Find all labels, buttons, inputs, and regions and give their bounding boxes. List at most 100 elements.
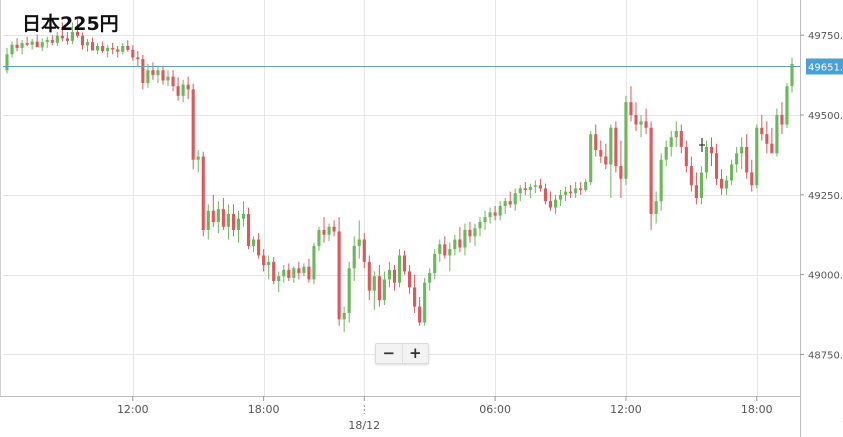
candle-body <box>332 226 336 232</box>
candle-body <box>735 153 739 165</box>
candle-body <box>292 268 296 278</box>
candle-body <box>785 86 789 125</box>
candle-body <box>206 210 210 230</box>
candle-body <box>639 121 643 125</box>
candle-body <box>503 201 507 206</box>
candle-body <box>755 127 759 186</box>
candle-body <box>574 188 578 194</box>
candle-body <box>614 127 618 167</box>
candle-body <box>488 212 492 218</box>
candle-body <box>674 130 678 138</box>
zoom-controls: − + <box>375 343 429 364</box>
candle-body <box>528 186 532 191</box>
candle-body <box>327 226 331 235</box>
candle-body <box>629 102 633 115</box>
candle-body <box>402 255 407 272</box>
current-price-tag <box>806 58 843 75</box>
candle-body <box>352 245 356 269</box>
candle-body <box>463 229 467 248</box>
candle-body <box>106 47 110 52</box>
x-tick-label: 18:00 <box>248 403 280 416</box>
candle-body <box>50 39 54 43</box>
candle-body <box>257 239 261 256</box>
y-tick-label: 48750.0 <box>808 350 843 361</box>
zoom-out-button[interactable]: − <box>376 344 403 363</box>
candle-body <box>584 182 588 191</box>
candle-body <box>483 217 487 222</box>
candle-body <box>221 209 225 227</box>
candle-body <box>634 114 638 125</box>
candle-body <box>241 213 246 219</box>
candle-body <box>448 249 452 256</box>
x-tick-label: 12:00 <box>610 403 642 416</box>
candle-body <box>377 276 381 301</box>
candle-body <box>569 191 573 194</box>
zoom-in-button[interactable]: + <box>408 344 422 362</box>
candle-body <box>15 44 19 48</box>
candle-body <box>141 59 145 84</box>
candle-body <box>362 239 366 262</box>
candle-body <box>594 134 598 151</box>
candle-body <box>538 185 542 189</box>
candle-body <box>126 45 130 50</box>
candle-body <box>493 212 497 216</box>
candle-body <box>342 312 346 320</box>
candle-body <box>45 39 49 43</box>
candle-body <box>563 191 568 195</box>
candle-body <box>186 84 190 90</box>
candle-body <box>548 201 553 208</box>
candle-body <box>181 84 185 96</box>
candle-body <box>689 166 693 186</box>
candle-body <box>423 282 427 323</box>
candle-body <box>277 276 281 282</box>
candle-body <box>704 146 709 173</box>
candle-body <box>146 70 150 84</box>
candle-body <box>699 172 703 198</box>
candle-body <box>750 172 754 186</box>
candle-body <box>644 121 648 128</box>
candle-body <box>694 185 698 198</box>
candle-body <box>498 205 502 216</box>
instrument-title: 日本225円 <box>22 13 119 35</box>
candle-body <box>443 244 447 256</box>
x-date-label: 18/12 <box>348 419 380 432</box>
y-tick-label: 49000.0 <box>808 271 843 282</box>
candle-body <box>579 188 583 191</box>
candle-body <box>287 269 291 278</box>
candle-body <box>679 130 683 147</box>
candle-body <box>367 261 371 291</box>
candle-body <box>136 57 140 60</box>
candle-body <box>725 180 729 189</box>
candle-body <box>121 45 125 52</box>
candle-body <box>272 261 276 282</box>
candle-body <box>382 279 386 301</box>
candle-body <box>60 35 64 39</box>
candle-body <box>201 156 205 230</box>
candle-body <box>408 271 412 288</box>
candle-body <box>85 42 90 46</box>
candle-body <box>156 70 160 76</box>
candle-body <box>262 255 266 266</box>
candle-body <box>619 166 623 179</box>
candle-body <box>297 268 301 274</box>
candle-body <box>745 146 749 173</box>
candle-body <box>387 269 391 280</box>
candle-body <box>428 273 432 283</box>
candle-body <box>30 41 34 45</box>
candle-body <box>65 38 69 41</box>
candle-body <box>558 194 563 200</box>
candle-body <box>664 146 668 160</box>
candle-body <box>317 229 321 246</box>
x-tick-label: 18:00 <box>741 403 773 416</box>
candle-body <box>226 213 230 227</box>
candle-body <box>161 70 165 81</box>
candle-body <box>252 239 256 246</box>
candle-body <box>80 35 85 46</box>
y-tick-label: 49250.0 <box>808 191 843 202</box>
candle-body <box>111 47 115 50</box>
candle-body <box>604 156 608 165</box>
candle-body <box>478 221 482 229</box>
candle-body <box>453 239 457 250</box>
candle-body <box>231 213 236 230</box>
